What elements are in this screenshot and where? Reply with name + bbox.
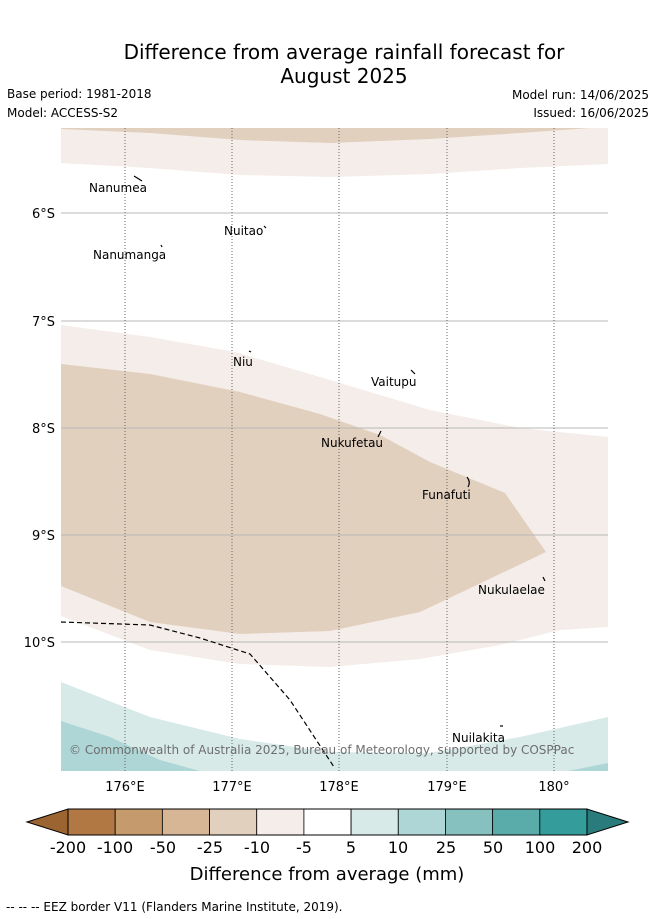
map-title: Difference from average rainfall forecas… (0, 40, 655, 88)
colorbar-tick: 5 (346, 838, 356, 857)
place-label: Funafuti (422, 488, 471, 502)
place-label: Nukulaelae (478, 583, 545, 597)
rainfall-band-bottom-teal-right (568, 763, 608, 771)
rainfall-band-bottom-light-teal (61, 682, 608, 771)
lon-label: 180° (538, 780, 569, 795)
colorbar-tick: 200 (572, 838, 603, 857)
place-label: Nukufetau (321, 436, 383, 450)
place-label: Nuilakita (452, 731, 505, 745)
rainfall-band-middle-dark (61, 364, 546, 634)
island-funafuti-shape (466, 476, 470, 488)
colorbar-left-arrow (25, 808, 69, 836)
island-vaitupu-shape (410, 369, 416, 375)
island-nukufetau-shape (377, 430, 382, 438)
place-label: Niu (233, 355, 253, 369)
island-nukulaelae-shape (542, 576, 546, 582)
colorbar-box (209, 808, 258, 836)
title-line-1: Difference from average rainfall forecas… (123, 40, 565, 64)
latitude-gridlines (61, 212, 608, 643)
lon-label: 179°E (427, 780, 467, 795)
title-line-2: August 2025 (280, 64, 408, 88)
longitude-labels: 176°E 177°E 178°E 179°E 180° (105, 780, 569, 795)
lon-label: 178°E (319, 780, 359, 795)
issued-text: Issued: 16/06/2025 (533, 106, 649, 120)
colorbar-box (303, 808, 352, 836)
colorbar-box (161, 808, 210, 836)
place-label: Nanumea (89, 181, 147, 195)
colorbar-box (492, 808, 541, 836)
rainfall-band-top-dark (61, 128, 590, 143)
rainfall-band-bottom-teal (61, 721, 200, 771)
eez-border-line (61, 621, 335, 768)
lat-label: 6°S (32, 207, 55, 222)
lon-label: 176°E (105, 780, 145, 795)
colorbar-boxes (67, 808, 588, 836)
model-text: Model: ACCESS-S2 (7, 106, 119, 120)
island-nanumanga-shape (160, 244, 163, 248)
colorbar-tick: -10 (244, 838, 270, 857)
colorbar-tick-labels: -200 -100 -50 -25 -10 -5 5 10 25 50 100 … (50, 838, 602, 857)
colorbar-box (350, 808, 399, 836)
colorbar-tick: -100 (97, 838, 133, 857)
colorbar-box (539, 808, 588, 836)
place-label: Nuitao (224, 224, 263, 238)
lat-label: 8°S (32, 422, 55, 437)
colorbar-box (114, 808, 163, 836)
colorbar-tick: -200 (50, 838, 86, 857)
island-nanumea-shape (133, 175, 143, 182)
colorbar-tick: -50 (150, 838, 176, 857)
colorbar-box (397, 808, 446, 836)
colorbar-box (256, 808, 305, 836)
colorbar-frame (67, 808, 588, 836)
colorbar: -200 -100 -50 -25 -10 -5 5 10 25 50 100 … (25, 808, 630, 885)
colorbar-box (445, 808, 494, 836)
lat-label: 7°S (32, 315, 55, 330)
colorbar-tick: 25 (436, 838, 456, 857)
place-label: Vaitupu (371, 375, 417, 389)
colorbar-label: Difference from average (mm) (190, 864, 465, 885)
latitude-labels: 6°S 7°S 8°S 9°S 10°S (24, 207, 55, 651)
island-shapes (133, 175, 546, 727)
lat-label: 10°S (24, 636, 55, 651)
lat-label: 9°S (32, 529, 55, 544)
lon-label: 177°E (212, 780, 252, 795)
map-area: Nanumea Nuitao Nanumanga Niu Vaitupu Nuk… (61, 128, 608, 771)
place-label: Nanumanga (93, 248, 166, 262)
copyright-text: © Commonwealth of Australia 2025, Bureau… (69, 743, 574, 757)
island-niu-shape (248, 350, 252, 353)
colorbar-tick: -5 (296, 838, 312, 857)
colorbar-right-arrow (586, 808, 630, 836)
longitude-gridlines (124, 128, 555, 771)
footnote-text: -- -- -- EEZ border V11 (Flanders Marine… (6, 900, 343, 914)
colorbar-tick: 10 (388, 838, 408, 857)
model-run-text: Model run: 14/06/2025 (511, 88, 649, 102)
colorbar-tick: 50 (483, 838, 503, 857)
colorbar-tick: 100 (525, 838, 556, 857)
base-period-text: Base period: 1981-2018 (7, 87, 152, 101)
island-nuitao-shape (263, 225, 267, 229)
place-labels: Nanumea Nuitao Nanumanga Niu Vaitupu Nuk… (89, 181, 545, 745)
rainfall-band-top-light (61, 128, 608, 177)
colorbar-tick: -25 (197, 838, 223, 857)
colorbar-box (67, 808, 116, 836)
